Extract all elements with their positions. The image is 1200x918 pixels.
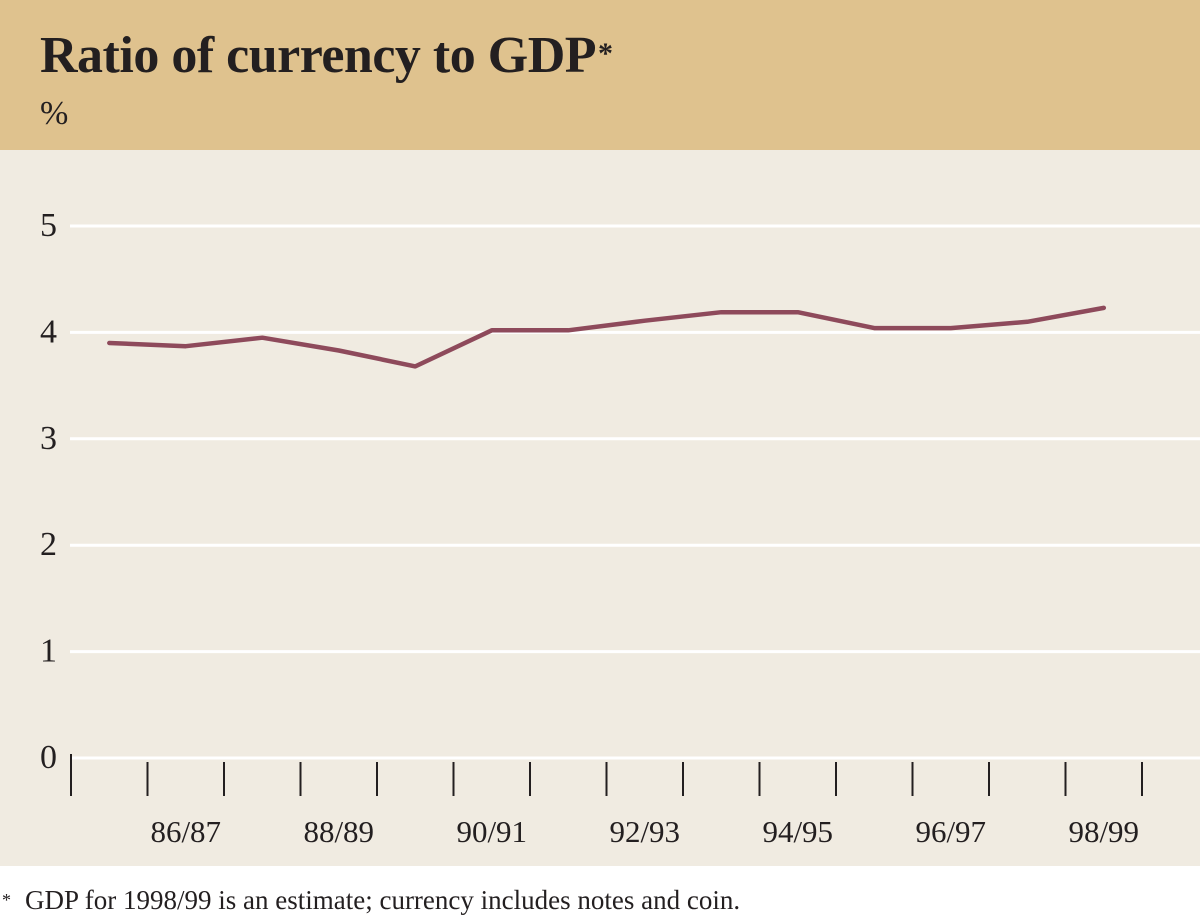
y-tick-labels: 0 1 2 3 4 5 (40, 207, 57, 776)
x-tick-label-88-89: 88/89 (303, 814, 374, 849)
x-tick-label-92-93: 92/93 (609, 814, 680, 849)
data-series (107, 305, 1107, 369)
chart-title: Ratio of currency to GDP* (40, 26, 613, 86)
footnote-mark: * (2, 890, 11, 910)
y-tick-label-0: 0 (40, 739, 57, 776)
chart-header: Ratio of currency to GDP* % (0, 0, 1200, 150)
y-tick-label-4: 4 (40, 313, 57, 350)
line-chart: 0 1 2 3 4 5 86/87 88/89 90/91 92/93 94/95 96/97 98/… (40, 207, 1200, 849)
y-tick-label-2: 2 (40, 526, 57, 563)
chart-title-text: Ratio of currency to GDP (40, 27, 597, 84)
y-tick-label-1: 1 (40, 633, 57, 670)
gridlines (70, 224, 1200, 654)
plot-area-background (0, 150, 1200, 866)
x-axis (70, 754, 1200, 796)
series-line (107, 305, 1107, 369)
y-tick-label-3: 3 (40, 420, 57, 457)
footnote-text: GDP for 1998/99 is an estimate; currency… (25, 885, 741, 915)
chart-title-footnote-mark: * (598, 37, 613, 70)
y-axis-unit-label: % (40, 95, 69, 132)
x-tick-labels: 86/87 88/89 90/91 92/93 94/95 96/97 98/99 (150, 814, 1139, 849)
x-tick-label-86-87: 86/87 (150, 814, 221, 849)
x-tick-label-96-97: 96/97 (915, 814, 986, 849)
footnote: * GDP for 1998/99 is an estimate; currenc… (0, 884, 740, 916)
x-tick-label-90-91: 90/91 (456, 814, 527, 849)
x-tick-label-98-99: 98/99 (1068, 814, 1139, 849)
y-tick-label-5: 5 (40, 207, 57, 244)
x-tick-label-94-95: 94/95 (762, 814, 833, 849)
